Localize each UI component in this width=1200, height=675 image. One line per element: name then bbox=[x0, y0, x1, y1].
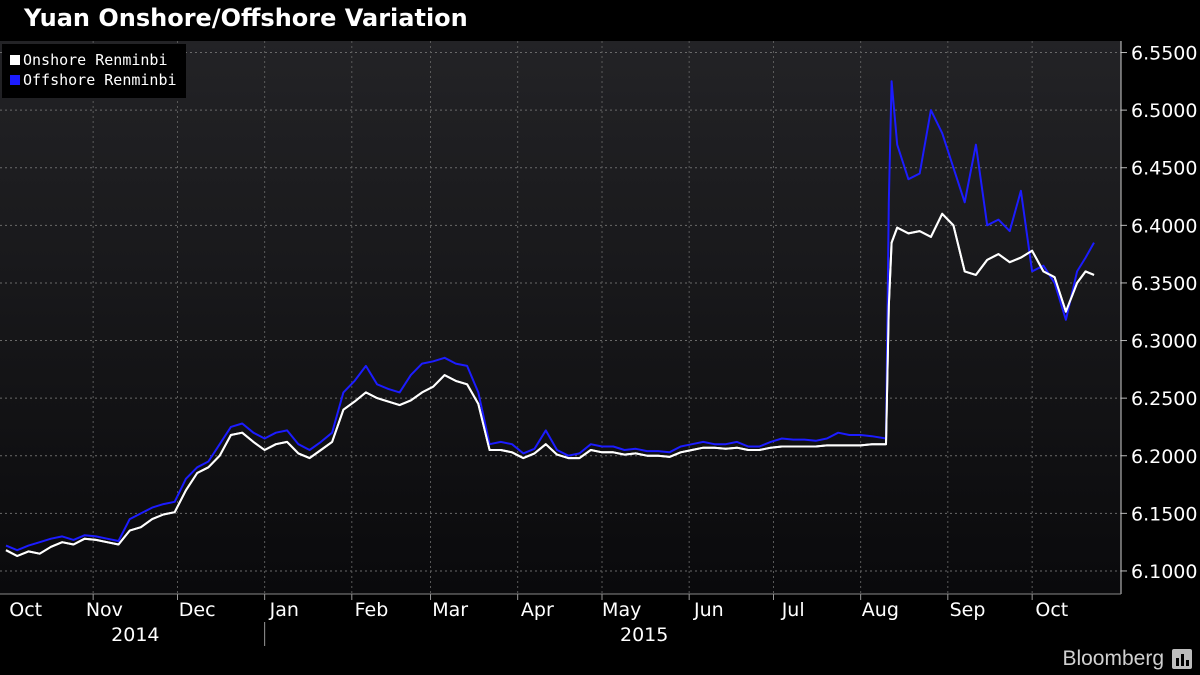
y-tick-label: 6.1000 bbox=[1131, 561, 1197, 583]
x-tick-label: Oct bbox=[1035, 599, 1068, 621]
bloomberg-logo: Bloomberg bbox=[1062, 647, 1192, 671]
y-tick-label: 6.2500 bbox=[1131, 388, 1197, 410]
legend-swatch-offshore bbox=[10, 75, 20, 85]
legend-label-onshore: Onshore Renminbi bbox=[23, 51, 168, 69]
x-tick-label: Apr bbox=[521, 599, 554, 621]
x-tick-label: Dec bbox=[179, 599, 216, 621]
x-tick-label: Jun bbox=[693, 599, 724, 621]
y-tick-label: 6.5500 bbox=[1131, 43, 1197, 65]
x-tick-label: Oct bbox=[9, 599, 42, 621]
y-tick-label: 6.1500 bbox=[1131, 503, 1197, 525]
x-tick-label: Nov bbox=[86, 599, 123, 621]
x-tick-label: Jul bbox=[781, 599, 805, 621]
x-tick-label: Aug bbox=[862, 599, 899, 621]
y-tick-label: 6.3500 bbox=[1131, 273, 1197, 295]
series-line-onshore-top bbox=[5, 212, 1095, 557]
bar-chart-icon bbox=[1172, 649, 1192, 669]
x-tick-label: Mar bbox=[432, 599, 468, 621]
legend-item-offshore: Offshore Renminbi bbox=[10, 70, 177, 90]
chart-title: Yuan Onshore/Offshore Variation bbox=[24, 4, 468, 32]
y-tick-label: 6.5000 bbox=[1131, 100, 1197, 122]
legend-swatch-onshore bbox=[10, 55, 20, 65]
plot-background bbox=[0, 41, 1121, 594]
legend-item-onshore: Onshore Renminbi bbox=[10, 50, 168, 70]
legend: Onshore Renminbi Offshore Renminbi bbox=[2, 44, 186, 98]
legend-label-offshore: Offshore Renminbi bbox=[23, 71, 177, 89]
year-label: 2015 bbox=[620, 624, 668, 646]
x-tick-label: May bbox=[602, 599, 641, 621]
x-tick-label: Feb bbox=[355, 599, 389, 621]
brand-name: Bloomberg bbox=[1062, 647, 1164, 670]
x-tick-label: Sep bbox=[950, 599, 986, 621]
year-label: 2014 bbox=[111, 624, 159, 646]
y-tick-label: 6.2000 bbox=[1131, 446, 1197, 468]
y-tick-label: 6.3000 bbox=[1131, 331, 1197, 353]
y-tick-label: 6.4500 bbox=[1131, 158, 1197, 180]
series-line-offshore bbox=[5, 80, 1095, 552]
y-tick-label: 6.4000 bbox=[1131, 215, 1197, 237]
x-tick-label: Jan bbox=[269, 599, 299, 621]
